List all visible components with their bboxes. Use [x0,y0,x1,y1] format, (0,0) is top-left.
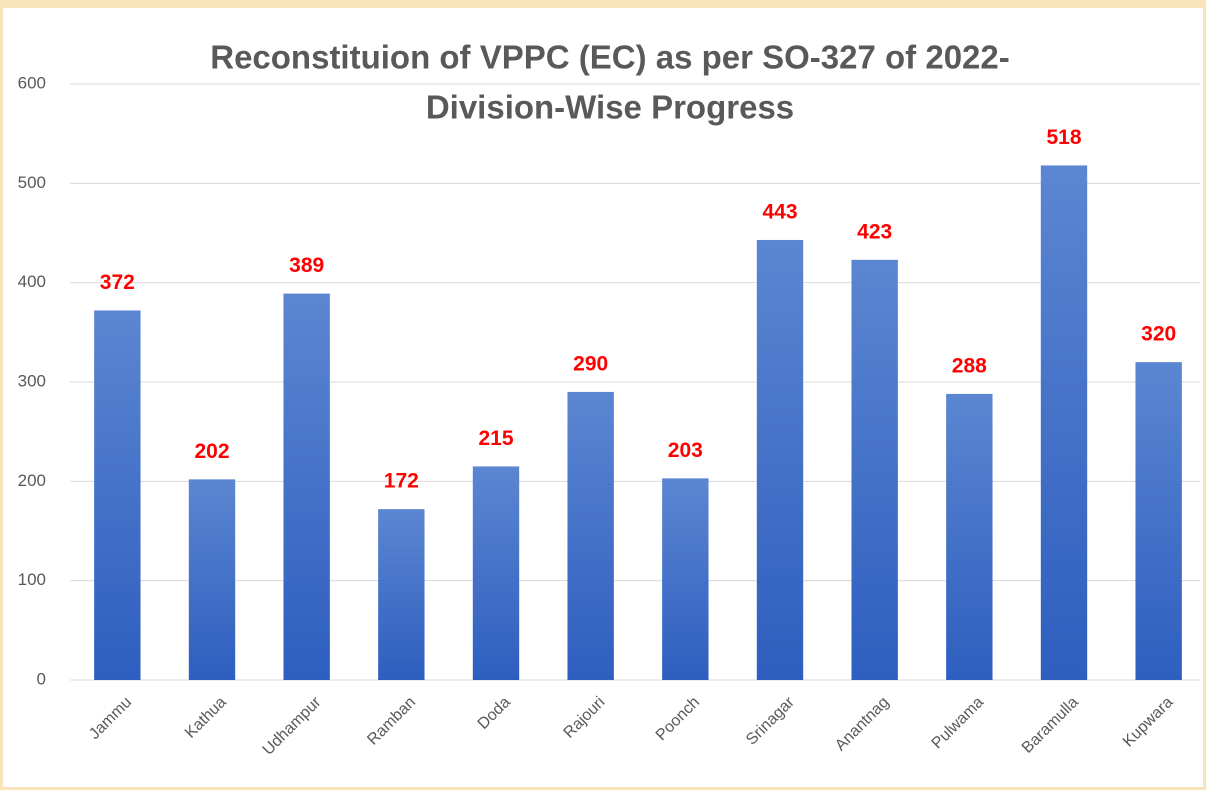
bar [94,310,141,680]
data-label: 423 [857,220,892,243]
y-tick-label: 100 [18,570,46,589]
chart-title: Division-Wise Progress [426,89,794,126]
bar [283,293,330,680]
data-label: 290 [573,352,608,375]
data-label: 372 [100,271,135,294]
y-tick-label: 0 [37,669,46,688]
y-tick-label: 500 [18,173,46,192]
y-tick-label: 400 [18,272,46,291]
y-tick-label: 300 [18,371,46,390]
bar [756,239,804,680]
data-label: 202 [194,440,229,463]
data-label: 203 [668,439,703,462]
bar [188,479,236,680]
data-label: 320 [1141,323,1176,346]
data-label: 172 [384,470,419,493]
bar [662,478,709,680]
chart-title: Reconstituion of VPPC (EC) as per SO-327… [210,39,1010,76]
data-label: 215 [478,427,513,450]
data-label: 288 [952,354,987,377]
data-label: 443 [762,201,797,224]
bar [1135,362,1182,680]
bar [378,509,425,680]
y-tick-label: 600 [18,73,46,92]
bar [1040,165,1088,680]
y-tick-label: 200 [18,471,46,490]
data-label: 518 [1046,126,1081,149]
bar [946,393,993,680]
bar [472,466,520,680]
data-label: 389 [289,254,324,277]
bar [851,259,898,680]
bar [567,391,614,680]
